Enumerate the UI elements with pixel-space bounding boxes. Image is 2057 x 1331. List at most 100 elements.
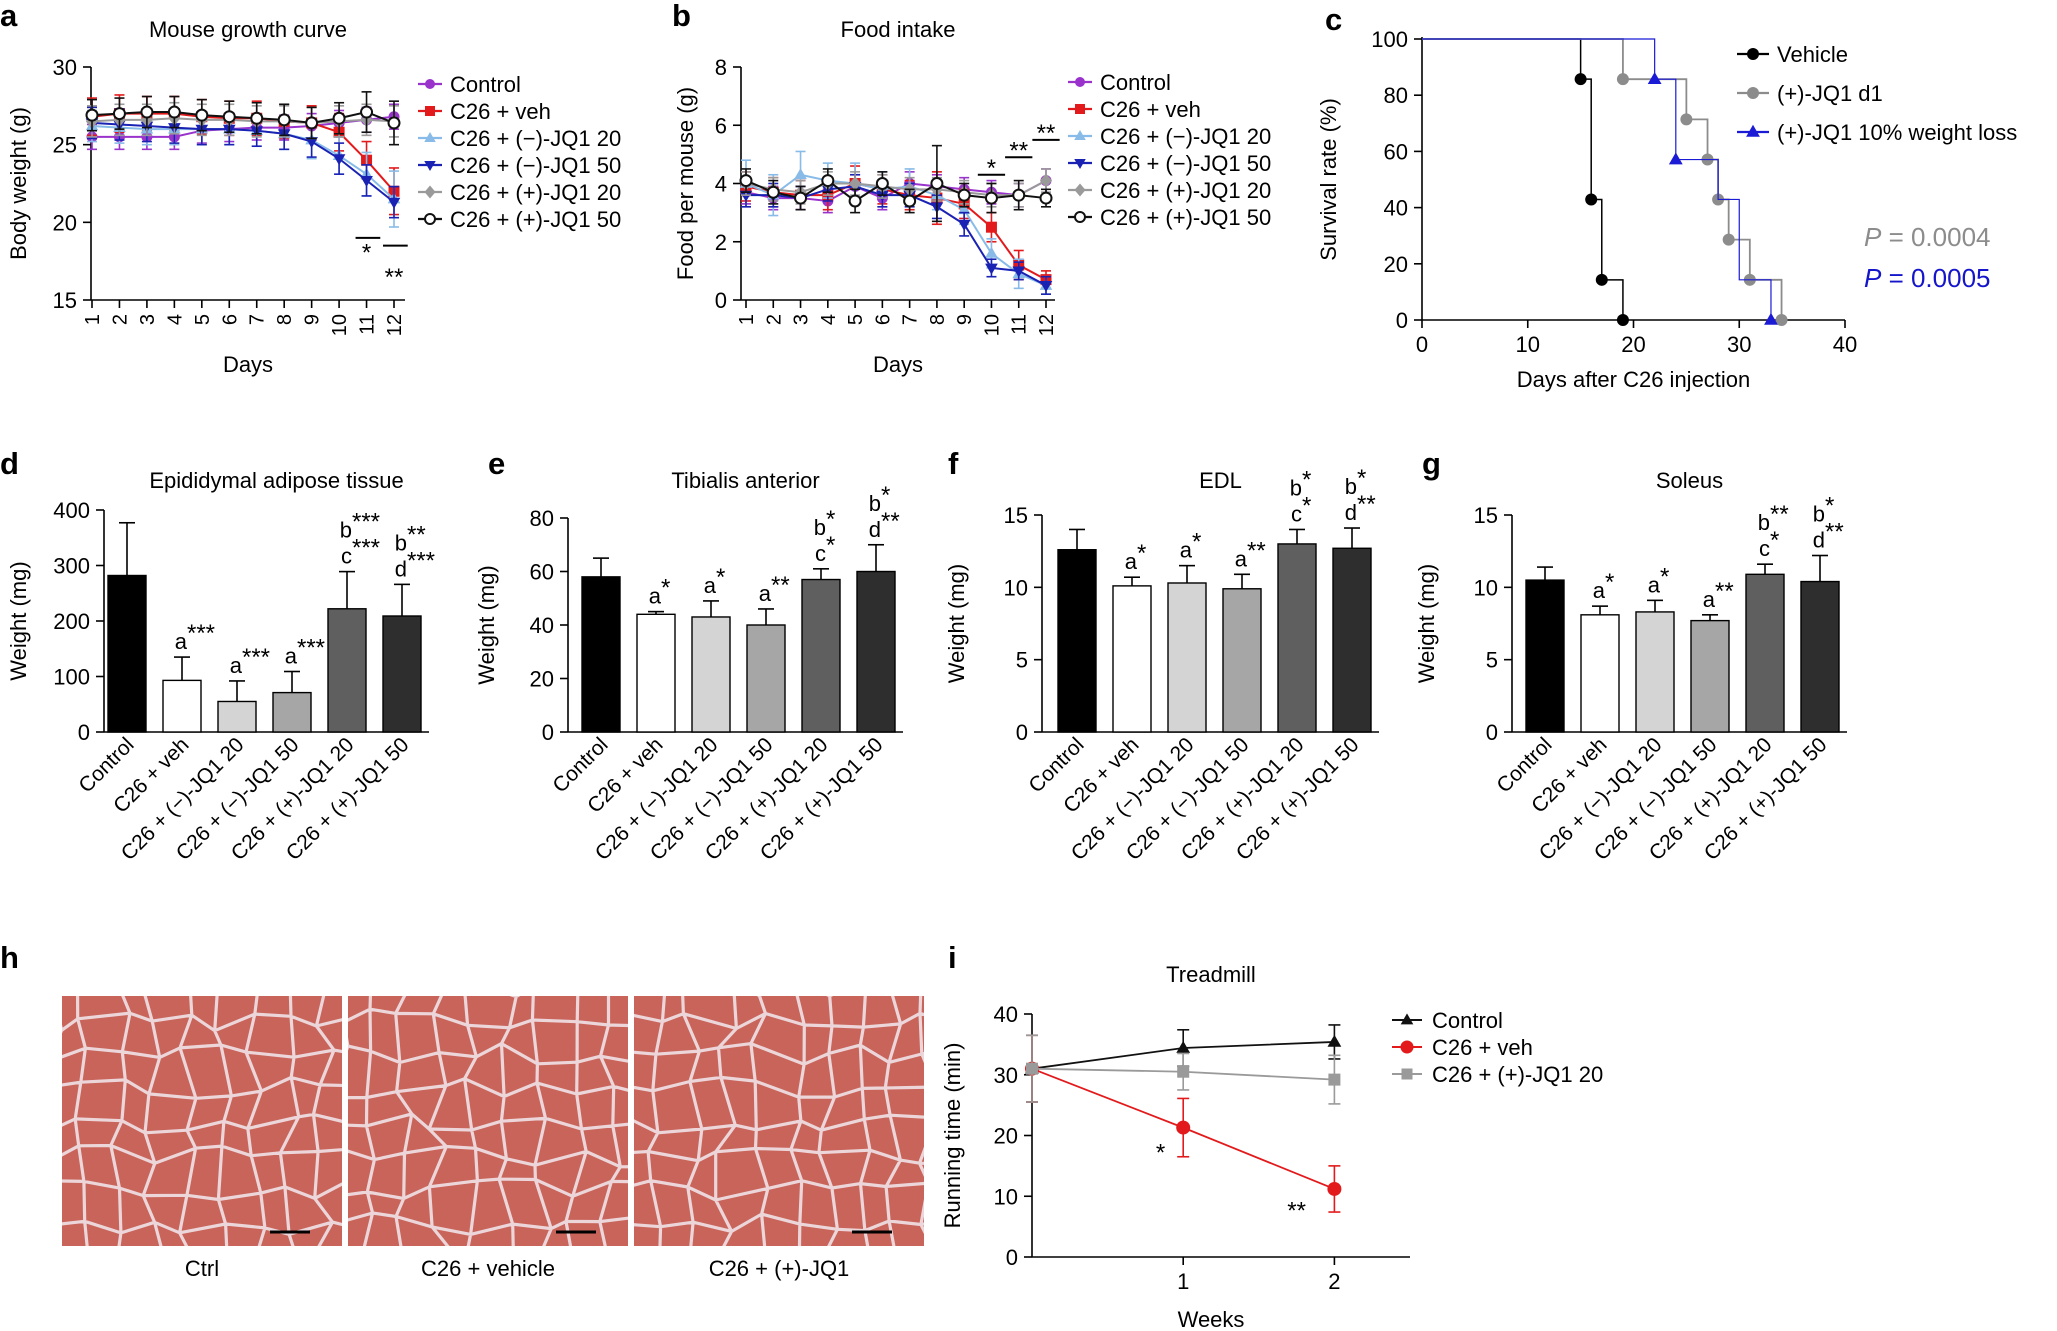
legend-label: C26 + (+)-JQ1 20 bbox=[1432, 1062, 1603, 1087]
y-tick-label: 0 bbox=[1486, 720, 1498, 745]
significance-stars: * bbox=[1302, 492, 1311, 519]
bar bbox=[1332, 547, 1372, 733]
data-point bbox=[1400, 1013, 1414, 1025]
x-tick-label: 7 bbox=[247, 314, 269, 325]
chart-title: Tibialis anterior bbox=[671, 468, 819, 493]
y-tick-label: 25 bbox=[53, 133, 77, 158]
legend-label: C26 + veh bbox=[1432, 1035, 1533, 1060]
series-5 bbox=[85, 91, 401, 146]
data-point bbox=[1328, 1073, 1341, 1086]
legend-label: (+)-JQ1 d1 bbox=[1777, 81, 1883, 106]
data-point bbox=[985, 263, 998, 275]
data-point bbox=[1176, 1120, 1191, 1135]
y-tick-label: 6 bbox=[715, 113, 727, 138]
significance-letter: d bbox=[1813, 528, 1825, 553]
chart-title: EDL bbox=[1199, 468, 1242, 493]
data-point bbox=[1039, 173, 1053, 188]
x-axis-label: Weeks bbox=[1178, 1307, 1245, 1331]
legend-label: C26 + (+)-JQ1 20 bbox=[1100, 178, 1271, 203]
significance-letter: a bbox=[175, 629, 188, 654]
x-tick-label: 4 bbox=[818, 314, 840, 325]
significance-letter: b bbox=[395, 530, 407, 555]
x-tick-label: 1 bbox=[736, 314, 758, 325]
data-point bbox=[112, 107, 126, 121]
bar bbox=[1057, 549, 1097, 733]
significance-stars: ** bbox=[1247, 537, 1266, 564]
series-0 bbox=[86, 103, 400, 151]
y-axis-label: Weight (mg) bbox=[944, 564, 969, 683]
y-tick-label: 300 bbox=[53, 554, 90, 579]
significance-stars: * bbox=[1605, 569, 1614, 596]
muscle-section-image bbox=[62, 996, 342, 1246]
data-point bbox=[739, 190, 753, 202]
data-point bbox=[957, 203, 971, 215]
panel-letter: g bbox=[1422, 446, 1441, 481]
legend-label: Control bbox=[1432, 1008, 1503, 1033]
data-point bbox=[875, 177, 889, 190]
y-axis-label: Survival rate (%) bbox=[1316, 98, 1341, 261]
x-tick-label: 40 bbox=[1833, 332, 1857, 357]
significance-stars: * bbox=[1137, 540, 1146, 567]
y-tick-label: 0 bbox=[715, 288, 727, 313]
data-point bbox=[1177, 1065, 1190, 1078]
significance-stars: ** bbox=[881, 508, 900, 535]
significance-stars: * bbox=[826, 506, 835, 533]
series-5 bbox=[739, 144, 1053, 223]
data-point bbox=[360, 105, 374, 119]
legend-label: C26 + (+)-JQ1 50 bbox=[450, 207, 621, 232]
x-tick-label: 30 bbox=[1727, 332, 1751, 357]
significance-stars: *** bbox=[242, 644, 270, 671]
panel-letter: b bbox=[672, 0, 691, 33]
legend-label: Control bbox=[1100, 70, 1171, 95]
data-point bbox=[195, 108, 209, 122]
y-tick-label: 8 bbox=[715, 55, 727, 80]
image-caption: C26 + (+)-JQ1 bbox=[709, 1256, 850, 1281]
data-point bbox=[85, 108, 99, 122]
y-axis-label: Weight (mg) bbox=[1414, 564, 1439, 683]
data-point bbox=[424, 132, 436, 142]
y-tick-label: 0 bbox=[1016, 720, 1028, 745]
series-3 bbox=[85, 106, 401, 219]
panel-letter: h bbox=[0, 940, 19, 975]
muscle-section-image bbox=[348, 996, 628, 1246]
y-tick-label: 2 bbox=[715, 230, 727, 255]
data-point bbox=[1616, 314, 1629, 326]
significance-letter: d bbox=[1345, 500, 1357, 525]
bar bbox=[1222, 588, 1262, 733]
bar bbox=[217, 700, 257, 733]
data-point bbox=[1595, 273, 1608, 286]
significance-marker: * bbox=[362, 239, 371, 266]
y-tick-label: 4 bbox=[715, 172, 727, 197]
significance-letter: a bbox=[1180, 538, 1193, 563]
bar bbox=[1167, 582, 1207, 733]
y-tick-label: 5 bbox=[1016, 648, 1028, 673]
data-point bbox=[1039, 281, 1053, 293]
significance-letter: b bbox=[814, 515, 826, 540]
x-tick-label: 12 bbox=[1036, 314, 1058, 336]
series-2 bbox=[739, 150, 1053, 295]
histology-panel: Ctrl C26 + vehicle C26 + (+)-JQ1 bbox=[62, 996, 924, 1281]
significance-letter: a bbox=[1593, 578, 1606, 603]
significance-stars: ** bbox=[771, 572, 790, 599]
legend-label: C26 + veh bbox=[450, 99, 551, 124]
x-tick-label: 8 bbox=[274, 314, 296, 325]
data-point bbox=[957, 188, 971, 202]
significance-stars: * bbox=[881, 482, 890, 509]
x-tick-label: 5 bbox=[192, 314, 214, 325]
significance-marker: ** bbox=[385, 264, 404, 291]
legend-label: (+)-JQ1 10% weight loss bbox=[1777, 120, 2017, 145]
bar bbox=[691, 616, 731, 733]
data-point bbox=[222, 110, 236, 124]
significance-letter: d bbox=[395, 556, 407, 581]
data-point bbox=[1775, 314, 1788, 326]
data-point bbox=[794, 168, 807, 180]
bar bbox=[581, 576, 621, 733]
data-point bbox=[849, 176, 862, 191]
data-point bbox=[930, 177, 944, 190]
data-point bbox=[1074, 211, 1086, 223]
data-point bbox=[250, 111, 264, 125]
bar bbox=[272, 691, 312, 733]
y-axis-label: Body weight (g) bbox=[6, 107, 31, 260]
